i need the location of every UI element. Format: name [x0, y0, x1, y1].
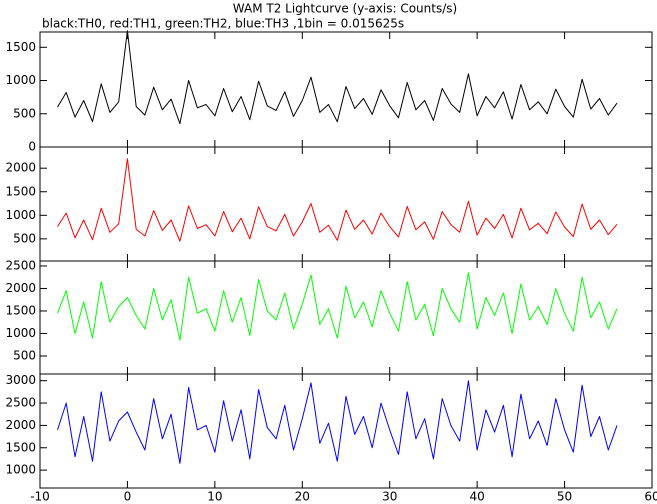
y-tick-label: 1000 — [5, 463, 36, 477]
y-tick-label: 1500 — [5, 40, 36, 54]
series-line — [57, 30, 618, 125]
panel-frame — [39, 146, 653, 262]
x-tick-label: -10 — [30, 490, 50, 504]
y-tick-label: 500 — [13, 106, 36, 120]
panel-frame — [39, 373, 653, 489]
x-tick-label: 50 — [557, 490, 572, 504]
chart-subtitle: black:TH0, red:TH1, green:TH2, blue:TH3 … — [42, 17, 404, 31]
panel-frame — [39, 31, 653, 148]
x-tick-label: 30 — [382, 490, 397, 504]
y-tick-label: 1500 — [5, 303, 36, 317]
y-tick-label: 500 — [13, 231, 36, 245]
x-tick-label: 10 — [207, 490, 222, 504]
y-tick-label: 2000 — [5, 281, 36, 295]
series-line — [57, 272, 618, 341]
x-tick-label: 0 — [124, 490, 132, 504]
chart-title: WAM T2 Lightcurve (y-axis: Counts/s) — [233, 2, 457, 16]
y-tick-label: 500 — [13, 348, 36, 362]
y-tick-label: 2500 — [5, 396, 36, 410]
y-tick-label: 2500 — [5, 258, 36, 272]
y-tick-label: 1000 — [5, 73, 36, 87]
y-tick-label: 1500 — [5, 184, 36, 198]
x-tick-label: 20 — [295, 490, 310, 504]
y-tick-label: 1000 — [5, 326, 36, 340]
panel-frame — [39, 260, 653, 375]
y-tick-label: 1500 — [5, 440, 36, 454]
y-tick-label: 2000 — [5, 418, 36, 432]
series-line — [57, 158, 618, 242]
series-line — [57, 380, 618, 464]
y-tick-label: 2000 — [5, 161, 36, 175]
x-tick-label: 40 — [470, 490, 485, 504]
y-tick-label: 3000 — [5, 373, 36, 387]
y-tick-label: 0 — [28, 140, 36, 154]
y-tick-label: 1000 — [5, 208, 36, 222]
x-tick-label: 60 — [644, 490, 657, 504]
